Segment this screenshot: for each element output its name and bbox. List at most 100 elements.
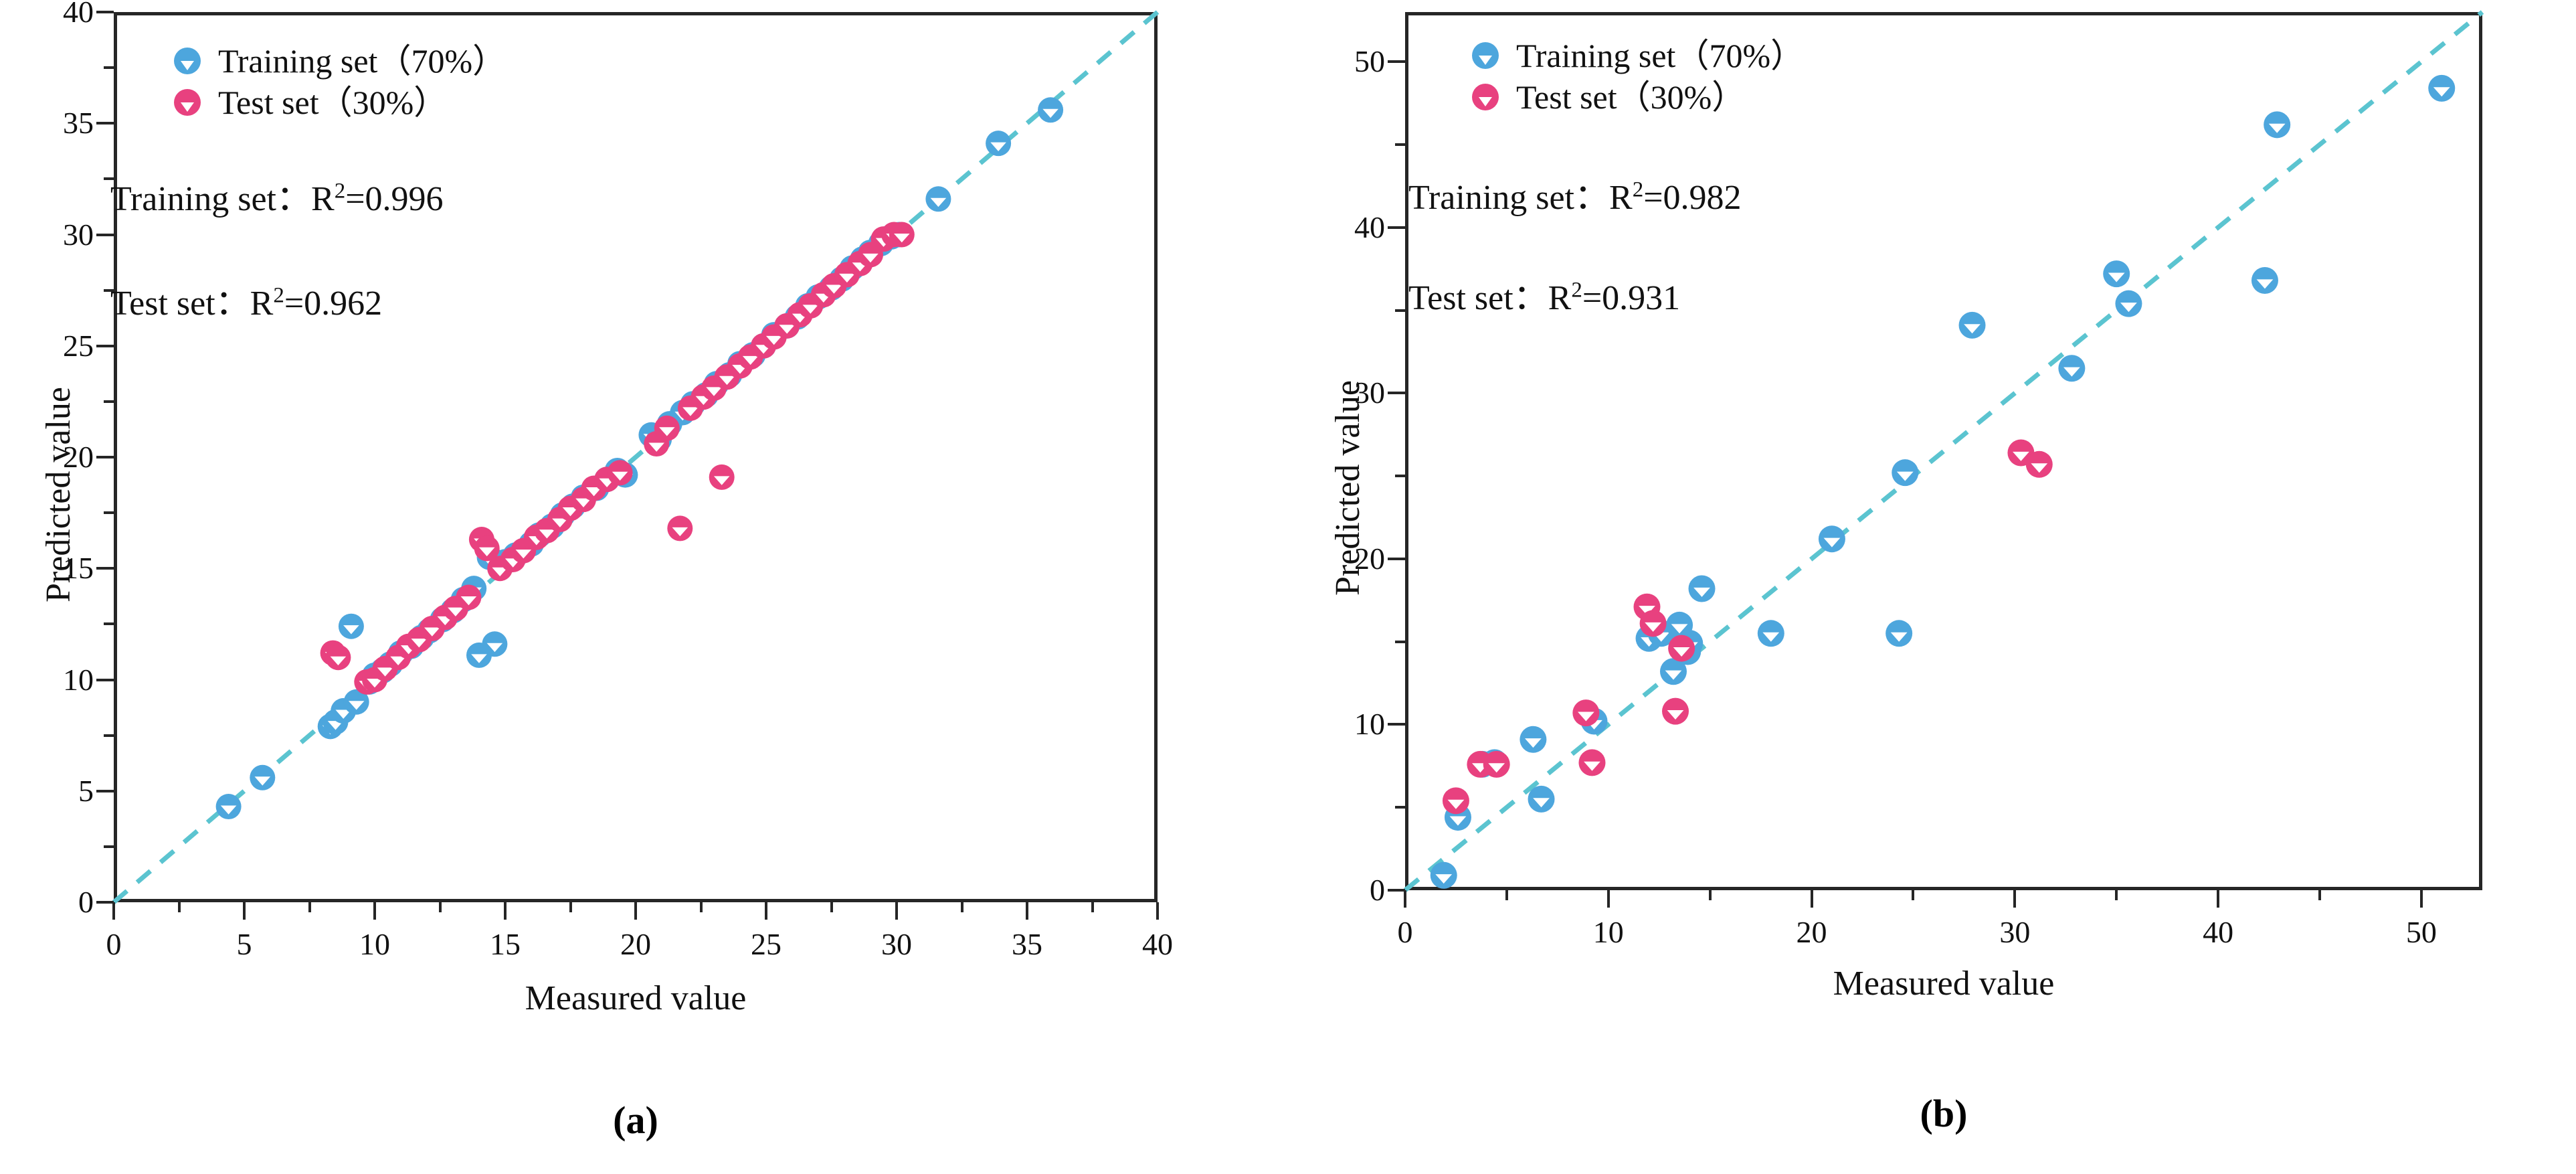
- panel-label-b: (b): [1920, 1092, 1968, 1135]
- y-tick-label: 30: [1354, 375, 1385, 410]
- legend-label-training: Training set（70%）: [1516, 37, 1805, 74]
- x-tick-major: [1156, 902, 1159, 920]
- panel-a: 0 5 10 15 20 25 30 35 40 0 5 10 15 20 25 30 35 40 Measure…: [39, 0, 1173, 1142]
- y-tick-minor: [1395, 806, 1405, 809]
- axis-top-a: [114, 12, 1158, 15]
- axis-right-b: [2479, 12, 2482, 890]
- y-tick-minor: [104, 288, 114, 292]
- x-tick-major: [112, 902, 115, 920]
- y-tick-major: [1388, 723, 1405, 726]
- x-tick-minor: [308, 902, 311, 912]
- x-tick-major: [2217, 890, 2220, 908]
- training-set-marker-icon: [174, 48, 201, 74]
- x-tick-label: 10: [1592, 915, 1624, 949]
- y-tick-label: 10: [63, 662, 94, 697]
- y-tick-major: [96, 122, 114, 125]
- stat-value: =0.996: [345, 180, 444, 218]
- x-axis-title-a: Measured value: [525, 979, 747, 1017]
- legend-label-test: Test set（30%）: [1516, 78, 1746, 116]
- x-axis-title-b: Measured value: [1833, 965, 2055, 1003]
- y-tick-major: [96, 678, 114, 681]
- test-r2-annotation-b: Test set：R2=0.931: [1408, 278, 1681, 317]
- x-tick-minor: [438, 902, 442, 912]
- y-tick-major: [96, 789, 114, 792]
- y-tick-major: [96, 11, 114, 13]
- y-tick-major: [96, 901, 114, 904]
- panel-b: 0 10 20 30 40 50 0 10 20 30 40 50 Measured value Pr…: [1288, 0, 2576, 1174]
- stat-prefix: Training set：R: [110, 180, 335, 218]
- x-tick-minor: [1708, 890, 1712, 900]
- y-tick-major: [1388, 60, 1405, 64]
- x-tick-major: [373, 902, 376, 920]
- x-tick-minor: [830, 902, 833, 912]
- y-axis-title-b: Predicted value: [1329, 380, 1367, 596]
- y-tick-label: 20: [63, 440, 94, 474]
- y-tick-label: 40: [63, 0, 94, 29]
- y-tick-label: 0: [1370, 873, 1385, 907]
- y-tick-minor: [1395, 309, 1405, 312]
- legend-label-test: Test set（30%）: [218, 84, 448, 121]
- x-tick-minor: [699, 902, 703, 912]
- x-tick-major: [765, 902, 767, 920]
- y-tick-major: [96, 344, 114, 347]
- panel-label-a: (a): [613, 1098, 658, 1142]
- x-tick-minor: [1505, 890, 1508, 900]
- plot-area-a: 0 5 10 15 20 25 30 35 40 0 5 10 15 20 25 30 35 40: [63, 0, 1173, 960]
- legend-item-training-set[interactable]: Training set（70%）: [1472, 35, 1804, 76]
- legend-item-test-set[interactable]: Test set（30%）: [1472, 76, 1804, 118]
- x-tick-label: 5: [236, 927, 252, 961]
- stat-exponent: 2: [1632, 177, 1644, 202]
- x-tick-major: [895, 902, 898, 920]
- stat-exponent: 2: [1571, 278, 1582, 303]
- x-tick-major: [504, 902, 507, 920]
- y-tick-label: 10: [1354, 707, 1385, 742]
- x-tick-minor: [177, 902, 181, 912]
- x-tick-major: [1026, 902, 1028, 920]
- y-tick-major: [1388, 226, 1405, 229]
- y-tick-minor: [1395, 640, 1405, 643]
- plot-area-b: 0 10 20 30 40 50 0 10 20 30 40 50: [1354, 10, 2484, 948]
- x-tick-label: 30: [881, 927, 912, 961]
- y-tick-label: 40: [1354, 209, 1385, 244]
- stat-value: =0.931: [1582, 279, 1681, 317]
- y-tick-minor: [104, 511, 114, 515]
- y-tick-minor: [104, 66, 114, 70]
- x-tick-minor: [960, 902, 963, 912]
- x-tick-label: 30: [1999, 915, 2031, 949]
- x-tick-label: 0: [106, 927, 122, 961]
- y-tick-label: 35: [63, 106, 94, 141]
- x-tick-major: [243, 902, 246, 920]
- stat-value: =0.962: [284, 284, 383, 323]
- x-tick-label: 20: [1796, 915, 1827, 949]
- training-r2-annotation-a: Training set：R2=0.996: [110, 179, 444, 218]
- y-tick-major: [96, 233, 114, 236]
- legend-label-training: Training set（70%）: [218, 42, 507, 80]
- axes-frame-a: [114, 12, 1158, 902]
- legend-item-test-set[interactable]: Test set（30%）: [174, 82, 506, 123]
- test-set-marker-icon: [1472, 84, 1499, 110]
- x-tick-minor: [2318, 890, 2321, 900]
- stat-exponent: 2: [334, 179, 346, 203]
- x-tick-major: [2013, 890, 2017, 908]
- x-tick-major: [1404, 890, 1406, 908]
- x-tick-major: [634, 902, 637, 920]
- legend-b: Training set（70%） Test set（30%）: [1472, 35, 1804, 118]
- y-tick-major: [1388, 392, 1405, 395]
- x-tick-label: 10: [359, 927, 390, 961]
- x-tick-label: 15: [490, 927, 521, 961]
- x-tick-major: [1606, 890, 1610, 908]
- y-tick-minor: [104, 845, 114, 848]
- x-tick-major: [2419, 890, 2423, 908]
- y-axis-title-a: Predicted value: [39, 387, 78, 602]
- x-tick-minor: [1091, 902, 1094, 912]
- legend-a: Training set（70%） Test set（30%）: [174, 40, 506, 123]
- y-tick-major: [1388, 889, 1405, 892]
- legend-item-training-set[interactable]: Training set（70%）: [174, 40, 506, 82]
- x-tick-label: 25: [751, 927, 781, 961]
- y-tick-label: 30: [63, 217, 94, 252]
- x-tick-minor: [1912, 890, 1915, 900]
- y-tick-label: 5: [78, 773, 94, 808]
- axes-frame-b: [1405, 12, 2482, 890]
- x-tick-label: 40: [2203, 915, 2234, 949]
